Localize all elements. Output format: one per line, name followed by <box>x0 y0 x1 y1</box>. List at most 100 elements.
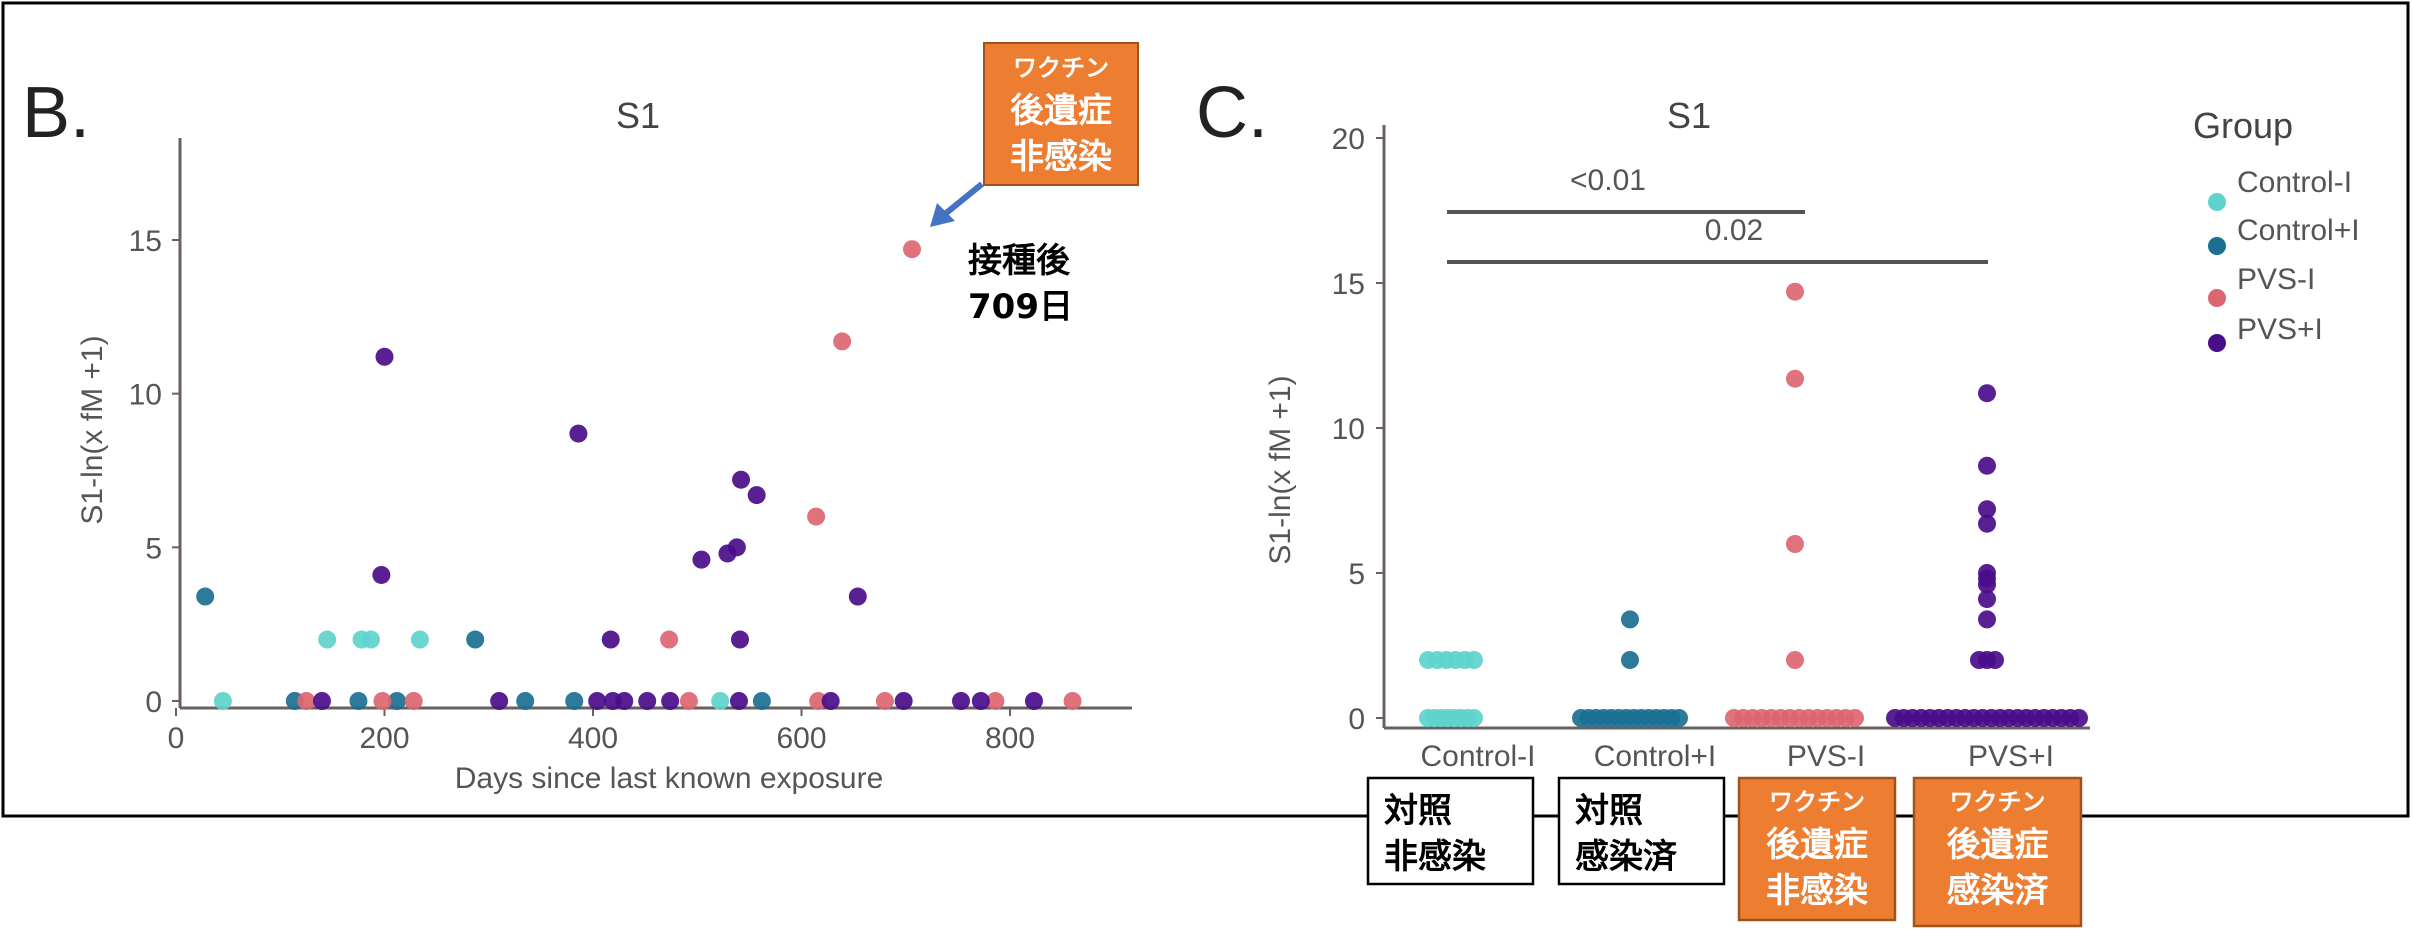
legend-title: Group <box>2193 105 2293 146</box>
category-box <box>1366 776 1535 886</box>
point-pvs-plusi <box>730 630 749 649</box>
annotation-note-2: 709日 <box>968 287 1073 327</box>
point-control-plusi <box>1621 651 1639 669</box>
panel-c-title: S1 <box>1667 95 1711 136</box>
point-pvs-plusi <box>375 347 394 366</box>
significance-label: <0.01 <box>1570 164 1646 197</box>
point-pvs-i <box>1786 282 1804 301</box>
x-tick-label: 400 <box>568 722 618 755</box>
legend-marker-pvs-plusi <box>2208 334 2226 352</box>
category-box-line: 非感染 <box>1766 871 1868 911</box>
legend-label-pvs-plusi: PVS+I <box>2237 313 2323 346</box>
point-pvs-i <box>660 630 679 649</box>
y-tick-label: 15 <box>1332 268 1365 301</box>
y-tick-label: 20 <box>1332 123 1365 156</box>
annotation-box <box>983 42 1139 186</box>
category-box-line: ワクチン <box>1769 788 1865 816</box>
point-control-i <box>711 692 730 710</box>
point-control-i <box>361 630 380 649</box>
category-box <box>1912 776 2083 928</box>
annotation-note-1: 接種後 <box>968 241 1071 281</box>
x-tick-label: PVS-I <box>1787 740 1865 773</box>
point-pvs-plusi <box>372 565 391 584</box>
legend-label-pvs-i: PVS-I <box>2237 263 2315 296</box>
point-control-plusi <box>516 692 535 710</box>
point-pvs-plusi <box>569 424 588 443</box>
point-pvs-i <box>297 692 316 710</box>
y-tick-label: 5 <box>1348 558 1365 591</box>
point-pvs-i <box>875 692 894 710</box>
y-tick-label: 0 <box>145 686 162 719</box>
legend-label-control-i: Control-I <box>2237 166 2352 199</box>
point-control-plusi <box>1621 610 1639 629</box>
point-pvs-plusi <box>894 692 913 710</box>
category-box-line: ワクチン <box>1950 788 2046 816</box>
point-control-plusi <box>565 692 584 710</box>
point-control-i <box>410 630 429 649</box>
panel-b: B. S1 S1-ln(x fM +1) Days since last kno… <box>22 42 1139 795</box>
panel-b-y-label: S1-ln(x fM +1) <box>76 335 109 524</box>
point-pvs-plusi <box>848 587 867 606</box>
category-box-line: 対照 <box>1575 791 1643 831</box>
figure-border <box>1 1 2410 818</box>
point-pvs-plusi <box>615 692 634 710</box>
point-pvs-plusi <box>1978 590 1996 609</box>
point-control-i <box>213 692 232 710</box>
point-control-plusi <box>196 587 215 606</box>
point-pvs-plusi <box>692 550 711 569</box>
point-pvs-plusi <box>1978 384 1996 403</box>
point-pvs-plusi <box>312 692 331 710</box>
legend-label-control-plusi: Control+I <box>2237 214 2360 247</box>
panel-c: C. S1 S1-ln(x fM +1) 0 5 10 15 20 Control-I Co… <box>1196 73 2360 928</box>
y-tick-label: 10 <box>1332 413 1365 446</box>
x-tick-label: Control+I <box>1594 740 1717 773</box>
point-pvs-plusi <box>1978 500 1996 519</box>
point-pvs-i <box>1786 535 1804 553</box>
y-tick-label: 0 <box>1348 703 1365 736</box>
panel-b-x-label: Days since last known exposure <box>455 762 884 795</box>
point-pvs-i <box>1786 651 1804 669</box>
point-control-i <box>1465 651 1483 669</box>
point-pvs-plusi <box>727 538 746 557</box>
point-control-plusi <box>349 692 368 710</box>
point-pvs-plusi <box>601 630 620 649</box>
point-pvs-i <box>809 692 828 710</box>
point-pvs-plusi <box>747 486 766 505</box>
category-box-line: 感染済 <box>1947 871 2050 911</box>
x-tick-label: 0 <box>168 722 185 755</box>
point-control-plusi <box>752 692 771 710</box>
legend-marker-pvs-i <box>2208 289 2226 307</box>
annotation-line-2: 後遺症 <box>1010 91 1112 131</box>
category-box-line: 後遺症 <box>1947 825 2049 865</box>
point-pvs-i <box>679 692 698 710</box>
point-pvs-plusi <box>952 692 971 710</box>
point-pvs-i <box>986 692 1005 710</box>
point-pvs-plusi <box>729 692 748 710</box>
panel-b-letter: B. <box>22 73 90 153</box>
point-pvs-plusi <box>1024 692 1043 710</box>
point-pvs-plusi <box>971 692 990 710</box>
significance-label: 0.02 <box>1705 214 1763 247</box>
annotation-line-1: ワクチン <box>1013 54 1109 82</box>
point-pvs-i <box>807 507 826 526</box>
point-control-i <box>1465 709 1483 727</box>
category-box-line: 対照 <box>1384 791 1452 831</box>
point-pvs-i <box>1063 692 1082 710</box>
point-pvs-plusi <box>1978 456 1996 475</box>
x-tick-label: Control-I <box>1420 740 1535 773</box>
point-pvs-plusi <box>2070 709 2088 727</box>
legend-marker-control-plusi <box>2208 237 2226 255</box>
point-pvs-plusi <box>588 692 607 710</box>
point-pvs-i <box>1786 369 1804 388</box>
category-box-line: 非感染 <box>1384 837 1486 877</box>
x-tick-label: PVS+I <box>1968 740 2054 773</box>
panel-c-y-label: S1-ln(x fM +1) <box>1264 375 1297 564</box>
x-tick-label: 600 <box>776 722 826 755</box>
category-box <box>1737 776 1897 922</box>
annotation-line-3: 非感染 <box>1010 137 1112 177</box>
point-pvs-plusi <box>1978 610 1996 629</box>
point-pvs-plusi <box>1978 575 1996 594</box>
point-pvs-i <box>404 692 423 710</box>
x-tick-label: 800 <box>985 722 1035 755</box>
